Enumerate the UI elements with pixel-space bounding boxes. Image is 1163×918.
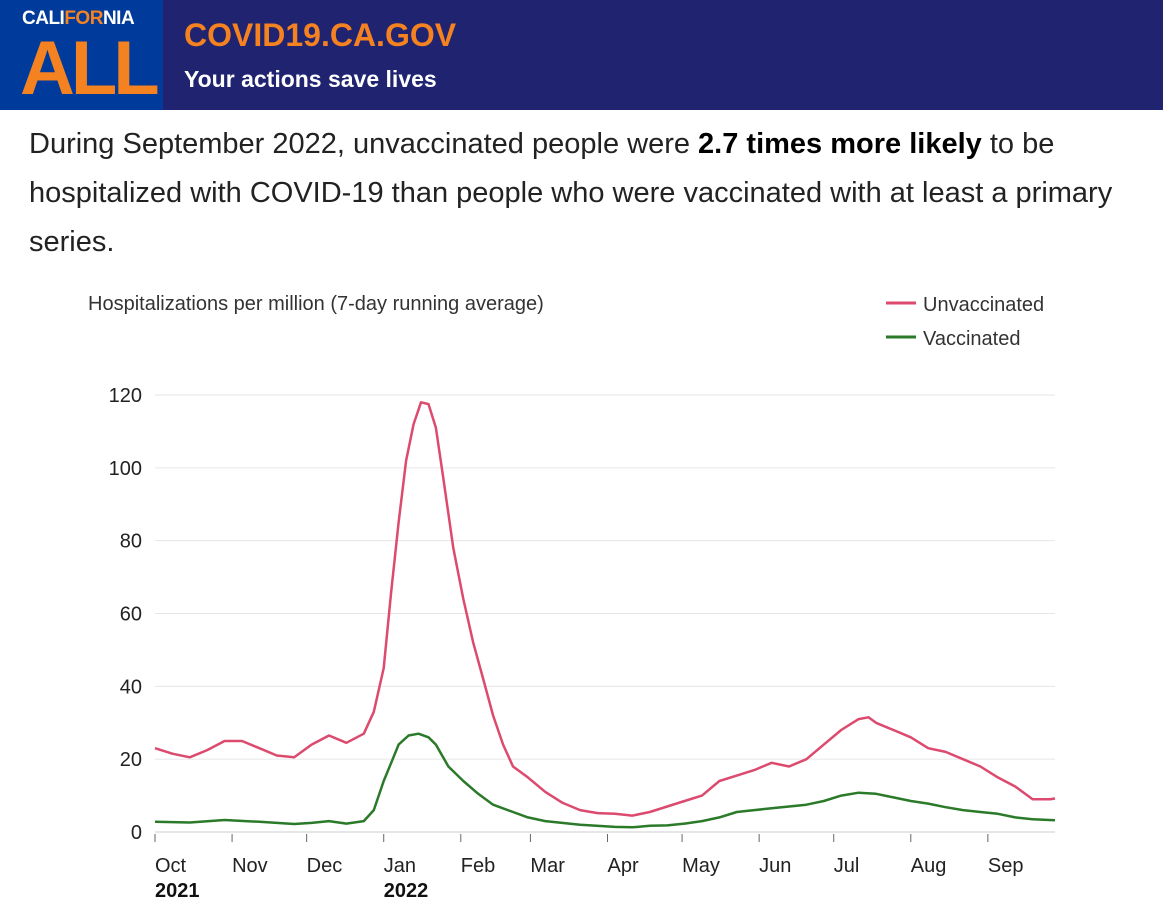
x-tick-label: Feb (461, 855, 495, 877)
y-tick-label: 80 (120, 531, 142, 553)
x-tick-label: Dec (307, 855, 343, 877)
x-tick-label: Nov (232, 855, 268, 877)
legend-label: Unvaccinated (923, 294, 1044, 316)
california-for-all-logo[interactable]: CALIFORNIA ALL (0, 0, 163, 110)
headline: During September 2022, unvaccinated peop… (29, 128, 1113, 258)
x-tick-label: Jan (384, 855, 416, 877)
tagline: Your actions save lives (184, 66, 437, 92)
y-tick-label: 120 (109, 385, 142, 407)
x-tick-label: Jun (759, 855, 791, 877)
y-tick-label: 40 (120, 676, 142, 698)
x-tick-label: Jul (834, 855, 860, 877)
series-line-unvaccinated (154, 401, 1056, 817)
site-header: CALIFORNIA ALL COVID19.CA.GOV Your actio… (0, 0, 1163, 110)
site-name-link[interactable]: COVID19.CA.GOV (184, 17, 457, 53)
y-tick-label: 20 (120, 749, 142, 771)
y-tick-label: 60 (120, 604, 142, 626)
y-tick-label: 100 (109, 458, 142, 480)
chart-title: Hospitalizations per million (7-day runn… (88, 293, 544, 315)
x-tick-label: Sep (988, 855, 1024, 877)
x-year-label: 2022 (384, 880, 429, 902)
x-tick-label: Oct (155, 855, 187, 877)
hospitalization-chart: Hospitalizations per million (7-day runn… (88, 293, 1056, 902)
x-tick-label: Aug (911, 855, 947, 877)
legend-label: Vaccinated (923, 328, 1020, 350)
y-tick-label: 0 (131, 822, 142, 844)
x-tick-label: Apr (607, 855, 638, 877)
x-year-label: 2021 (155, 880, 200, 902)
x-tick-label: Mar (530, 855, 565, 877)
x-tick-label: May (682, 855, 720, 877)
series-line-vaccinated (154, 732, 1056, 829)
